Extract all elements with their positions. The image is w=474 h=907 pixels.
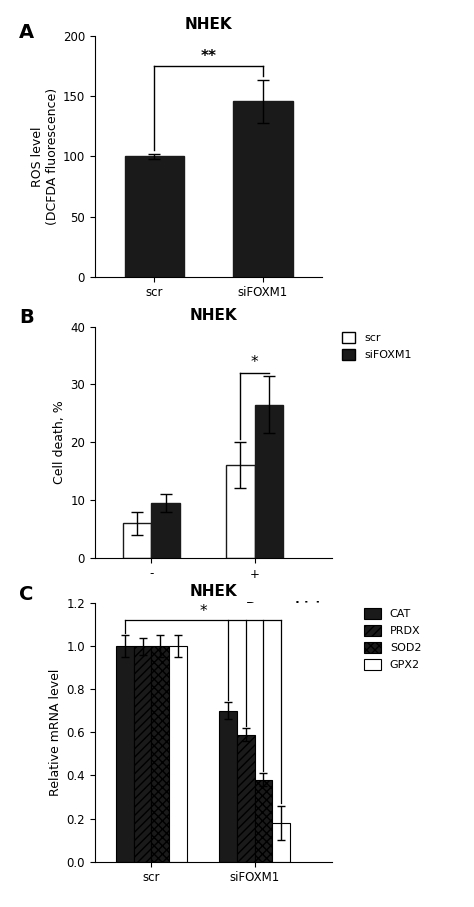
Bar bbox=[272, 823, 290, 862]
Title: NHEK: NHEK bbox=[190, 307, 237, 323]
Text: *: * bbox=[199, 604, 207, 619]
Bar bbox=[255, 405, 283, 558]
Bar bbox=[152, 502, 180, 558]
Y-axis label: Relative mRNA level: Relative mRNA level bbox=[49, 668, 62, 796]
Bar bbox=[219, 711, 237, 862]
Text: C: C bbox=[19, 585, 33, 604]
Text: *: * bbox=[251, 356, 258, 370]
Bar bbox=[255, 780, 272, 862]
Bar bbox=[125, 156, 184, 277]
Y-axis label: ROS level
(DCFDA fluorescence): ROS level (DCFDA fluorescence) bbox=[31, 88, 59, 225]
Legend: CAT, PRDX, SOD2, GPX2: CAT, PRDX, SOD2, GPX2 bbox=[360, 603, 426, 675]
Bar bbox=[152, 646, 169, 862]
Text: A: A bbox=[19, 23, 34, 42]
Text: B: B bbox=[19, 308, 34, 327]
Text: Doxorubicin: Doxorubicin bbox=[246, 601, 330, 614]
Text: **: ** bbox=[201, 49, 217, 63]
Bar bbox=[169, 646, 186, 862]
Bar bbox=[233, 102, 292, 277]
Y-axis label: Cell death, %: Cell death, % bbox=[53, 400, 66, 484]
Bar bbox=[134, 646, 152, 862]
Title: NHEK: NHEK bbox=[190, 584, 237, 600]
Bar bbox=[226, 465, 255, 558]
Title: NHEK: NHEK bbox=[185, 17, 232, 33]
Legend: scr, siFOXM1: scr, siFOXM1 bbox=[337, 327, 416, 365]
Bar bbox=[123, 523, 152, 558]
Bar bbox=[237, 735, 255, 862]
Bar bbox=[117, 646, 134, 862]
